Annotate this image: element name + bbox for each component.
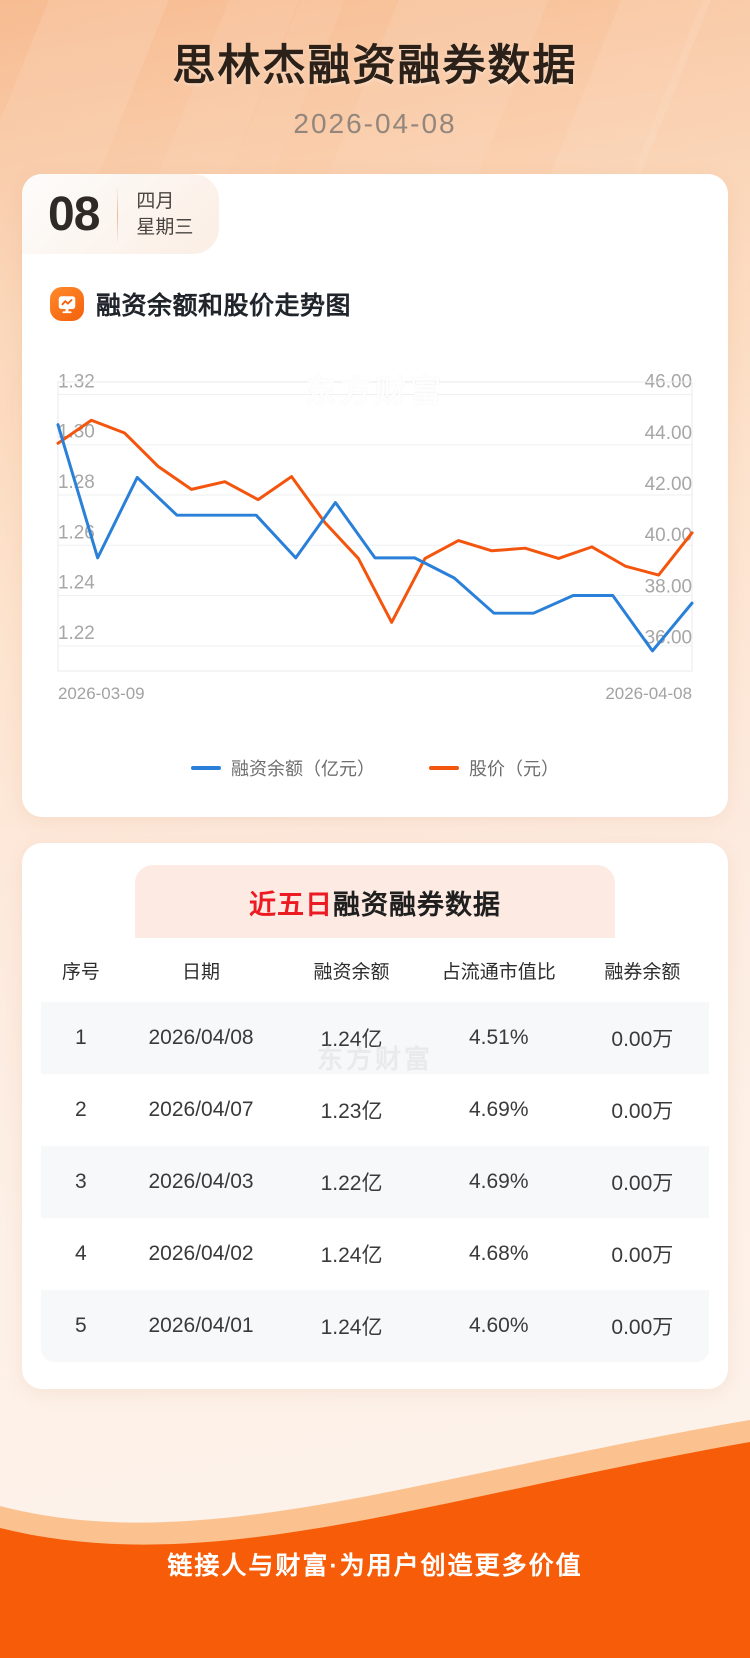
- page-footer: 链接人与财富·为用户创造更多价值: [0, 1443, 750, 1658]
- table-title-rest: 融资融券数据: [333, 889, 501, 920]
- x-axis-start-label: 2026-03-09: [58, 684, 145, 703]
- cell-date: 2026/04/08: [148, 1025, 254, 1049]
- cell-date: 2026/04/03: [148, 1169, 254, 1193]
- margin-balance-line-series: [56, 422, 694, 653]
- table-row: 3 2026/04/03 1.22亿 4.69% 0.00万: [41, 1145, 709, 1218]
- cell-index: 4: [75, 1241, 87, 1265]
- cell-margin: 1.23亿: [320, 1099, 383, 1123]
- table-row: 5 2026/04/01 1.24亿 4.60% 0.00万: [41, 1289, 709, 1362]
- cell-short: 0.00万: [611, 1171, 674, 1195]
- cell-index: 2: [75, 1097, 87, 1121]
- chart-header: 融资余额和股价走势图: [22, 286, 728, 322]
- x-axis-end-label: 2026-04-08: [605, 684, 692, 703]
- legend-item-margin-balance[interactable]: 融资余额（亿元）: [191, 755, 375, 781]
- date-divider: [117, 187, 119, 242]
- right-axis-tick-label: 40.00: [645, 525, 692, 546]
- cell-margin: 1.24亿: [320, 1315, 383, 1339]
- cell-date: 2026/04/01: [148, 1313, 254, 1337]
- margin-trading-table: 序号 日期 融资余额 占流通市值比 融券余额 1 2026/04/08 1.24亿 4…: [40, 937, 710, 1363]
- table-body: 1 2026/04/08 1.24亿 4.51% 0.00万 2 2026/04/07 1.2…: [41, 1001, 709, 1362]
- left-axis-tick-label: 1.22: [58, 623, 95, 644]
- legend-label-price: 股价（元）: [469, 758, 559, 779]
- cell-index: 5: [75, 1313, 87, 1337]
- column-header-date: 日期: [120, 938, 282, 1002]
- cell-pct: 4.68%: [468, 1241, 529, 1265]
- page-title: 思林杰融资融券数据: [172, 42, 578, 90]
- table-row: 4 2026/04/02 1.24亿 4.68% 0.00万: [41, 1217, 709, 1290]
- cell-short: 0.00万: [611, 1243, 674, 1267]
- table-row: 1 2026/04/08 1.24亿 4.51% 0.00万: [41, 1001, 709, 1074]
- price-line-series: [56, 418, 694, 624]
- chart-gridlines: [57, 393, 693, 647]
- cell-short: 0.00万: [611, 1315, 674, 1339]
- legend-item-price[interactable]: 股价（元）: [429, 755, 559, 781]
- table-title: 近五日融资融券数据: [135, 864, 615, 948]
- table-title-highlight: 近五日: [249, 889, 333, 920]
- date-badge: 08 四月 星期三: [22, 173, 220, 254]
- cell-short: 0.00万: [611, 1027, 674, 1051]
- cell-pct: 4.51%: [468, 1025, 529, 1049]
- cell-index: 3: [75, 1169, 87, 1193]
- chart-legend: 融资余额（亿元） 股价（元）: [46, 755, 704, 781]
- right-axis-tick-label: 38.00: [645, 576, 692, 597]
- footer-curve-decoration: [0, 1420, 750, 1658]
- cell-index: 1: [75, 1025, 87, 1049]
- page-header: 思林杰融资融券数据 2026-04-08: [0, 0, 750, 140]
- cell-date: 2026/04/02: [148, 1241, 254, 1265]
- left-axis-tick-label: 1.26: [58, 522, 95, 543]
- cell-short: 0.00万: [611, 1099, 674, 1123]
- line-chart-svg[interactable]: 1.321.301.281.261.241.22 46.0044.0042.00…: [46, 348, 704, 737]
- plot-frame: [57, 381, 693, 672]
- right-axis-tick-label: 42.00: [645, 474, 692, 495]
- left-axis-tick-label: 1.24: [58, 572, 95, 593]
- cell-pct: 4.69%: [468, 1097, 529, 1121]
- legend-label-margin: 融资余额（亿元）: [231, 758, 375, 779]
- date-weekday: 星期三: [136, 217, 194, 239]
- cell-date: 2026/04/07: [148, 1097, 254, 1121]
- cell-margin: 1.22亿: [320, 1171, 383, 1195]
- page-date-subtitle: 2026-04-08: [293, 107, 457, 139]
- cell-pct: 4.69%: [468, 1169, 529, 1193]
- chart-title: 融资余额和股价走势图: [96, 291, 352, 320]
- column-header-index: 序号: [41, 938, 121, 1002]
- date-day: 08: [48, 187, 100, 241]
- table-header-row: 序号 日期 融资余额 占流通市值比 融券余额: [41, 938, 709, 1002]
- chart-monitor-icon: [50, 286, 84, 321]
- footer-slogan: 链接人与财富·为用户创造更多价值: [167, 1551, 583, 1580]
- chart-card: 08 四月 星期三 融资余额和股价走势图 东方财富: [22, 173, 728, 817]
- column-header-short: 融券余额: [575, 938, 709, 1002]
- column-header-pct: 占流通市值比: [421, 938, 576, 1002]
- table-head: 序号 日期 融资余额 占流通市值比 融券余额: [41, 938, 709, 1002]
- left-axis-ticks: 1.321.301.281.261.241.22: [58, 371, 95, 643]
- cell-margin: 1.24亿: [320, 1243, 383, 1267]
- legend-swatch-price: [429, 765, 459, 770]
- table-row: 2 2026/04/07 1.23亿 4.69% 0.00万: [41, 1073, 709, 1146]
- chart-block: 融资余额和股价走势图 东方财富 1.32 1.30 1.28 1.26 1.24 1.22…: [22, 174, 728, 817]
- legend-swatch-margin: [191, 765, 221, 770]
- column-header-margin: 融资余额: [281, 938, 422, 1002]
- right-axis-tick-label: 36.00: [645, 627, 692, 648]
- right-axis-tick-label: 44.00: [645, 423, 692, 444]
- cell-margin: 1.24亿: [320, 1027, 383, 1051]
- chart-area[interactable]: 东方财富 1.32 1.30 1.28 1.26 1.24 1.22 46.00 44.00…: [22, 348, 728, 781]
- date-month: 四月: [136, 191, 175, 213]
- cell-pct: 4.60%: [468, 1313, 529, 1337]
